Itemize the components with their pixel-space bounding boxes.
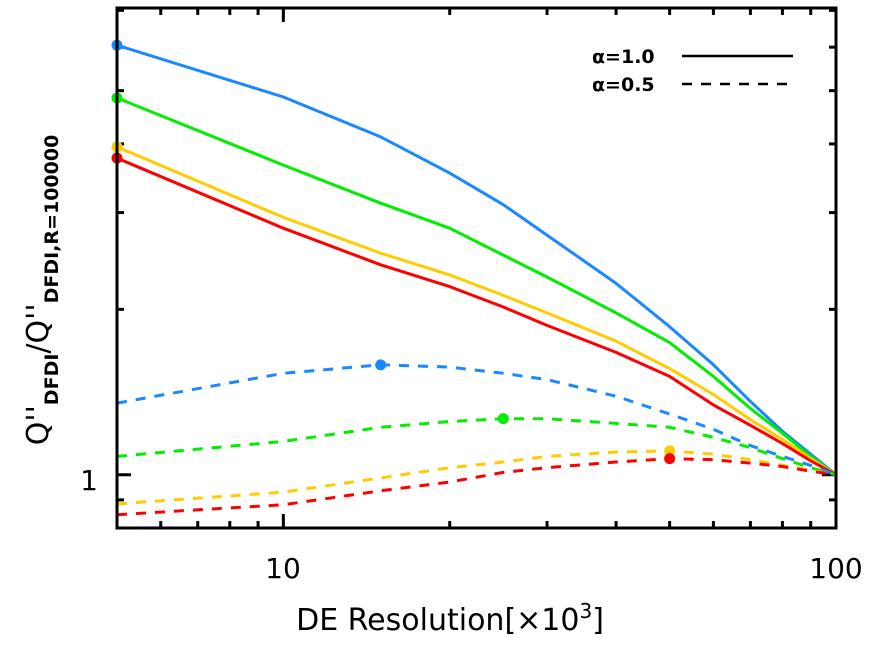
series-marker-5 <box>497 413 509 425</box>
series-group <box>111 39 837 517</box>
series-line-1-solid <box>116 96 837 476</box>
x-tick-label-100: 100 <box>809 552 862 585</box>
y-axis-label: Q''DFDI/Q''DFDI,R=100000 <box>21 135 63 446</box>
x-axis-label: DE Resolution[×103] <box>296 599 604 638</box>
series-line-7-dashed <box>116 457 837 517</box>
y-tick-label-1: 1 <box>80 464 98 497</box>
legend: α=1.0 α=0.5 <box>592 46 793 96</box>
series-line-2-solid <box>116 145 837 476</box>
plot-frame <box>115 6 838 530</box>
series-marker-7 <box>664 453 676 465</box>
axis-ticks <box>117 8 838 528</box>
series-marker-4 <box>375 359 387 371</box>
series-line-3-solid <box>116 156 837 477</box>
series-line-0-solid <box>116 43 837 476</box>
series-marker-6 <box>664 445 676 457</box>
legend-label-alpha-0.5: α=0.5 <box>592 74 655 96</box>
x-tick-label-10: 10 <box>265 552 301 585</box>
series-line-5-dashed <box>116 417 837 477</box>
legend-label-alpha-1: α=1.0 <box>592 46 655 68</box>
